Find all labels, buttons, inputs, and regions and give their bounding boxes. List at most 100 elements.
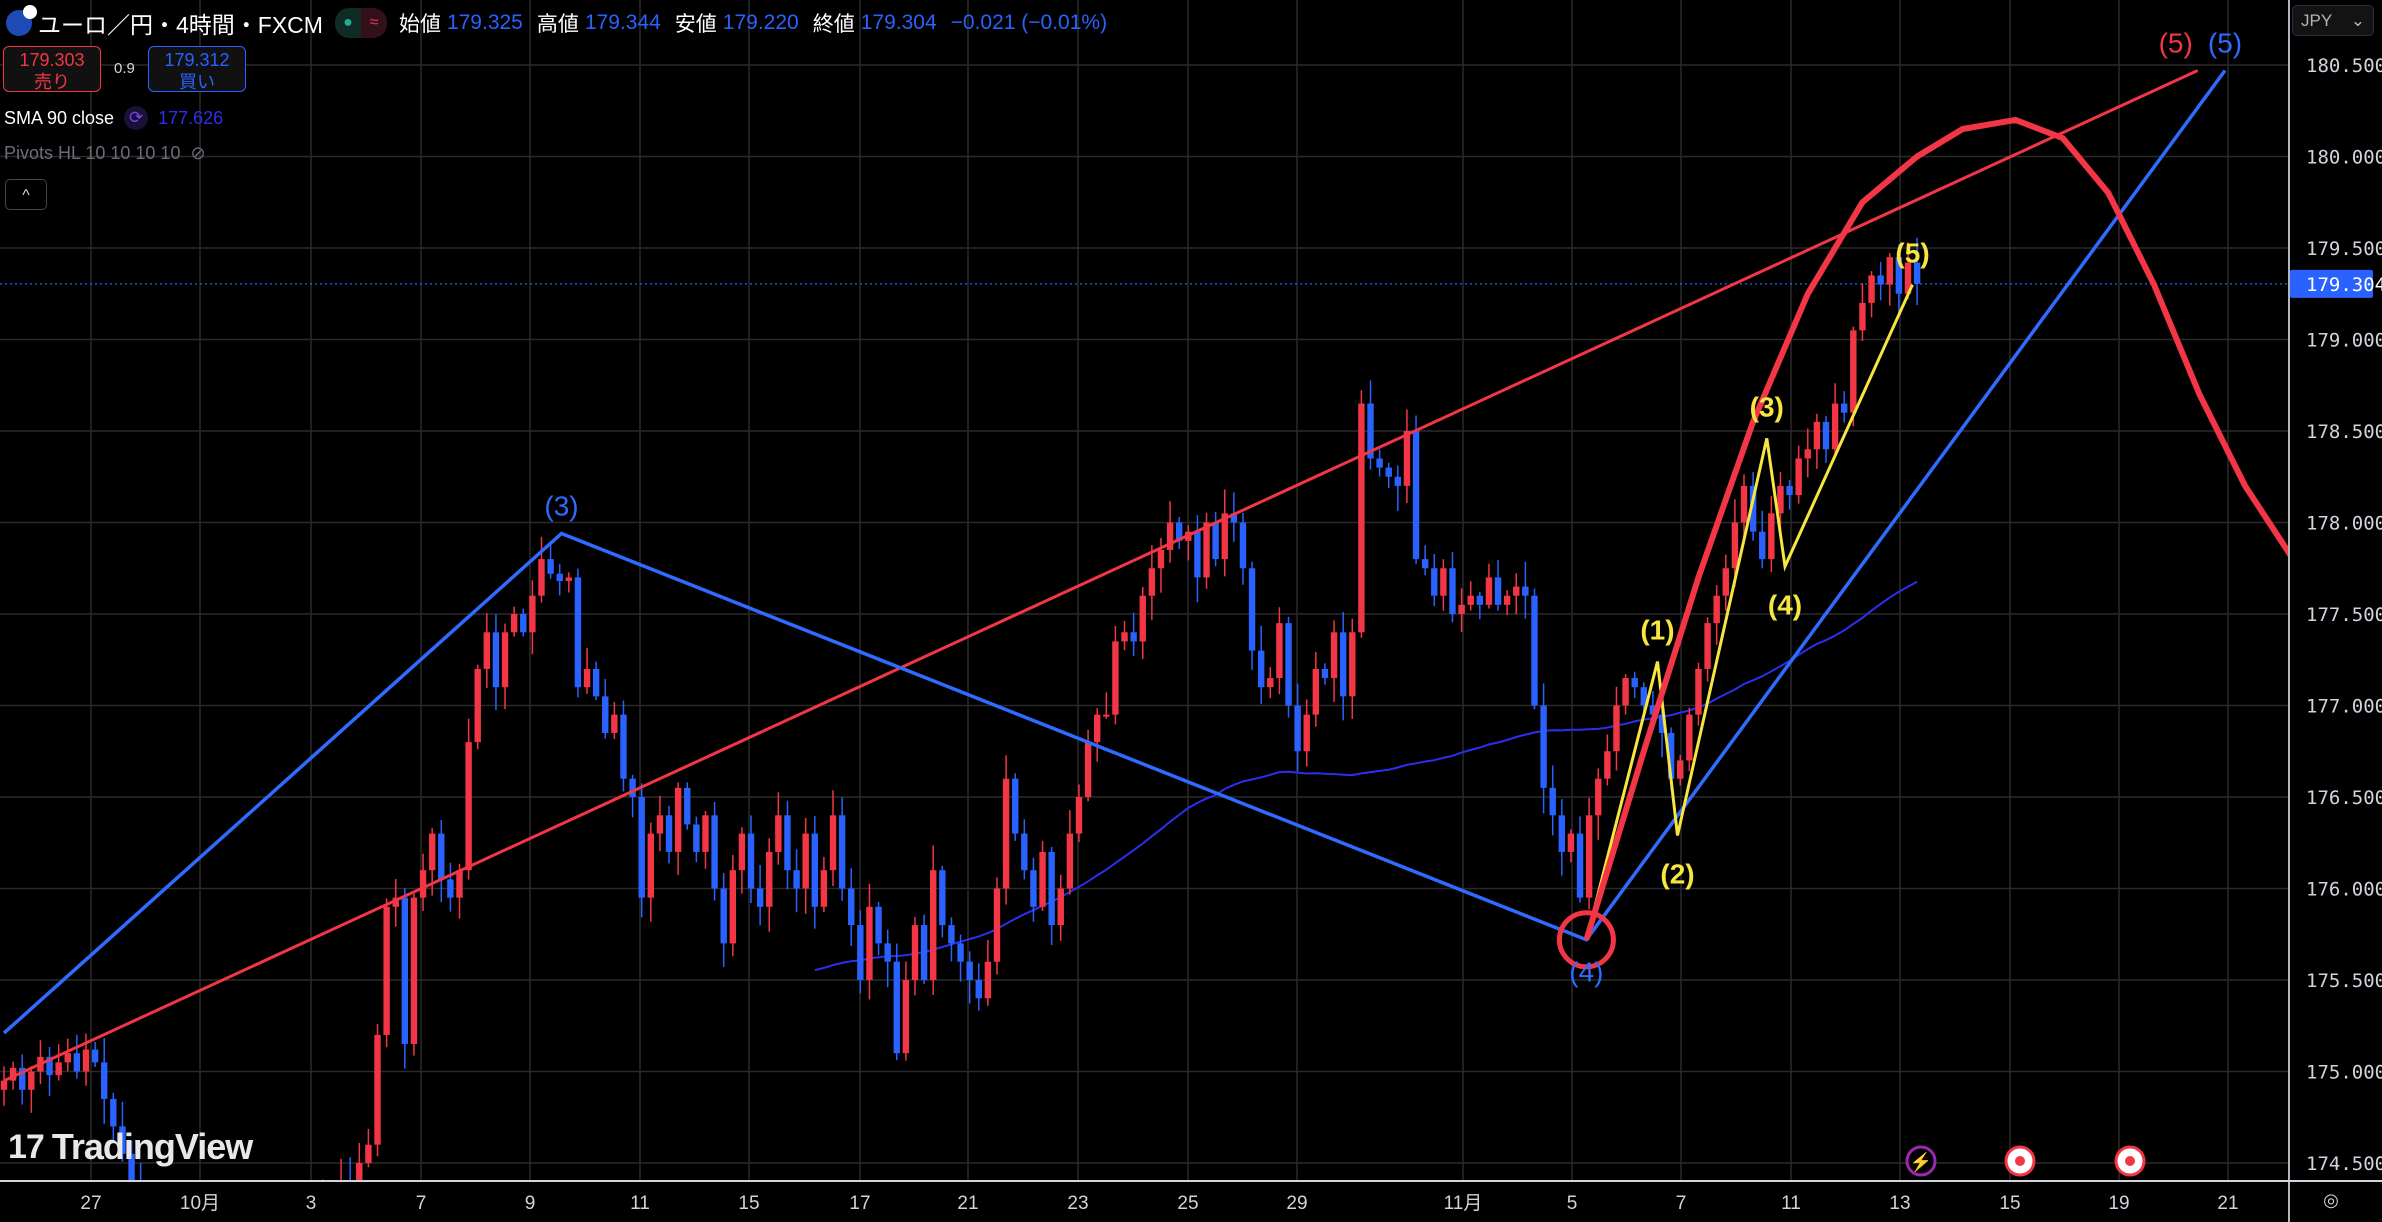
candle-body bbox=[1440, 568, 1447, 596]
candle-body bbox=[1795, 458, 1802, 496]
drawings-layer[interactable]: (3) (4) (5) (5) (1) (2) (3) (4) (5) bbox=[2, 27, 2291, 1083]
close-label: 終値 bbox=[812, 13, 855, 36]
price-axis-label: 179.000 bbox=[2306, 330, 2382, 352]
currency-select[interactable]: JPY ⌄ bbox=[2292, 5, 2374, 36]
candle-body bbox=[629, 778, 636, 797]
price-axis-label: 178.500 bbox=[2306, 421, 2382, 443]
buy-price: 179.312 bbox=[164, 50, 230, 70]
candle-body bbox=[55, 1062, 62, 1076]
candle-body bbox=[419, 870, 427, 898]
hidden-eye-icon[interactable]: ⊘ bbox=[190, 143, 206, 163]
candle-body bbox=[720, 888, 727, 944]
time-axis-label: 21 bbox=[2217, 1193, 2238, 1214]
candle-body bbox=[1358, 403, 1365, 633]
time-axis-label: 21 bbox=[957, 1193, 978, 1214]
candle-body bbox=[638, 797, 645, 898]
candle-body bbox=[1786, 485, 1793, 496]
candle-body bbox=[547, 559, 554, 574]
candle-body bbox=[19, 1067, 26, 1090]
candle-body bbox=[1749, 485, 1757, 532]
market-status[interactable]: ● ≈ bbox=[334, 8, 387, 38]
candle-body bbox=[1121, 632, 1128, 642]
price-axis-label: 175.000 bbox=[2306, 1062, 2382, 1084]
candle-body bbox=[1239, 522, 1247, 569]
axis-settings-icon[interactable]: ◎ bbox=[2323, 1190, 2339, 1210]
high-value: 179.344 bbox=[584, 11, 661, 34]
candle-body bbox=[993, 888, 1001, 962]
buy-button[interactable]: 179.312 買い bbox=[148, 46, 246, 92]
candle-body bbox=[401, 897, 409, 1045]
sma-indicator-legend[interactable]: SMA 90 close ⟳ 177.626 bbox=[4, 106, 223, 130]
candle-body bbox=[1030, 870, 1037, 907]
sell-label: 売り bbox=[34, 72, 70, 92]
time-axis-label: 9 bbox=[525, 1193, 536, 1214]
time-axis-label: 15 bbox=[738, 1193, 759, 1214]
candle-body bbox=[1567, 833, 1575, 852]
candle-body bbox=[1039, 851, 1046, 907]
candle-body bbox=[729, 870, 736, 944]
collapse-legend-button[interactable]: ^ bbox=[5, 179, 47, 210]
candle-body bbox=[920, 925, 928, 980]
tradingview-mark-icon: 17 bbox=[8, 1127, 45, 1166]
time-axis-label: 29 bbox=[1286, 1193, 1307, 1214]
candle-body bbox=[1212, 522, 1219, 560]
economic-event-icon[interactable] bbox=[2004, 1145, 2036, 1177]
candle-body bbox=[64, 1053, 71, 1063]
event-icon-ring bbox=[1905, 1145, 1937, 1177]
candle-body bbox=[1166, 522, 1174, 550]
candle-body bbox=[1112, 641, 1119, 715]
candle-body bbox=[766, 851, 773, 907]
symbol-title[interactable]: ユーロ／円・4時間・FXCM bbox=[38, 12, 323, 38]
time-axis-label: 13 bbox=[1889, 1193, 1910, 1214]
candle-body bbox=[1686, 714, 1693, 761]
tradingview-logo[interactable]: 17 TradingView bbox=[8, 1126, 253, 1168]
candle-body bbox=[1421, 559, 1429, 569]
candle-body bbox=[1276, 623, 1283, 679]
time-axis-label: 11 bbox=[630, 1193, 650, 1214]
candle-body bbox=[492, 632, 500, 688]
candles-layer bbox=[0, 237, 1921, 1181]
candle-body bbox=[392, 897, 399, 907]
lightning-event-icon[interactable]: ⚡ bbox=[1905, 1145, 1937, 1177]
sma-label: SMA 90 close bbox=[4, 107, 115, 128]
candle-body bbox=[1094, 714, 1101, 743]
candle-body bbox=[1339, 632, 1347, 697]
candle-body bbox=[884, 943, 891, 962]
spread-value: 0.9 bbox=[114, 60, 135, 77]
blue-wave-label: (3) bbox=[544, 490, 578, 521]
candle-body bbox=[1449, 568, 1456, 614]
candle-body bbox=[784, 815, 791, 871]
pivots-indicator-legend[interactable]: Pivots HL 10 10 10 10 ⊘ bbox=[4, 143, 206, 164]
candle-body bbox=[1002, 778, 1010, 889]
candle-body bbox=[1376, 458, 1383, 468]
chart-header: ユーロ／円・4時間・FXCM ● ≈ 始値 179.325 高値 179.344 安… bbox=[6, 5, 1115, 40]
candle-body bbox=[711, 815, 718, 889]
candle-body bbox=[1403, 431, 1411, 486]
price-axis-label: 180.000 bbox=[2306, 147, 2382, 169]
candle-body bbox=[1503, 595, 1511, 605]
time-axis-label: 19 bbox=[2108, 1193, 2129, 1214]
candle-body bbox=[1677, 760, 1684, 779]
candle-body bbox=[738, 833, 746, 871]
candle-body bbox=[1622, 678, 1629, 706]
candle-body bbox=[1513, 586, 1520, 596]
candle-body bbox=[1740, 485, 1748, 523]
candle-body bbox=[28, 1071, 35, 1090]
open-label: 始値 bbox=[398, 13, 441, 36]
blue-wave-label: (5) bbox=[2208, 27, 2242, 58]
economic-event-icon[interactable] bbox=[2114, 1145, 2146, 1177]
candle-body bbox=[611, 714, 618, 733]
candle-body bbox=[1904, 262, 1912, 294]
yellow-wave-label: (3) bbox=[1750, 391, 1784, 422]
low-value: 179.220 bbox=[722, 11, 799, 34]
candle-body bbox=[656, 815, 664, 834]
sma-value: 177.626 bbox=[158, 107, 224, 128]
candle-body bbox=[747, 833, 755, 889]
candle-body bbox=[602, 696, 609, 733]
candle-body bbox=[1540, 705, 1547, 788]
candle-body bbox=[1312, 668, 1320, 715]
yellow-wave-label: (5) bbox=[1895, 238, 1929, 269]
candle-body bbox=[1658, 714, 1666, 733]
sell-button[interactable]: 179.303 売り bbox=[3, 46, 101, 92]
